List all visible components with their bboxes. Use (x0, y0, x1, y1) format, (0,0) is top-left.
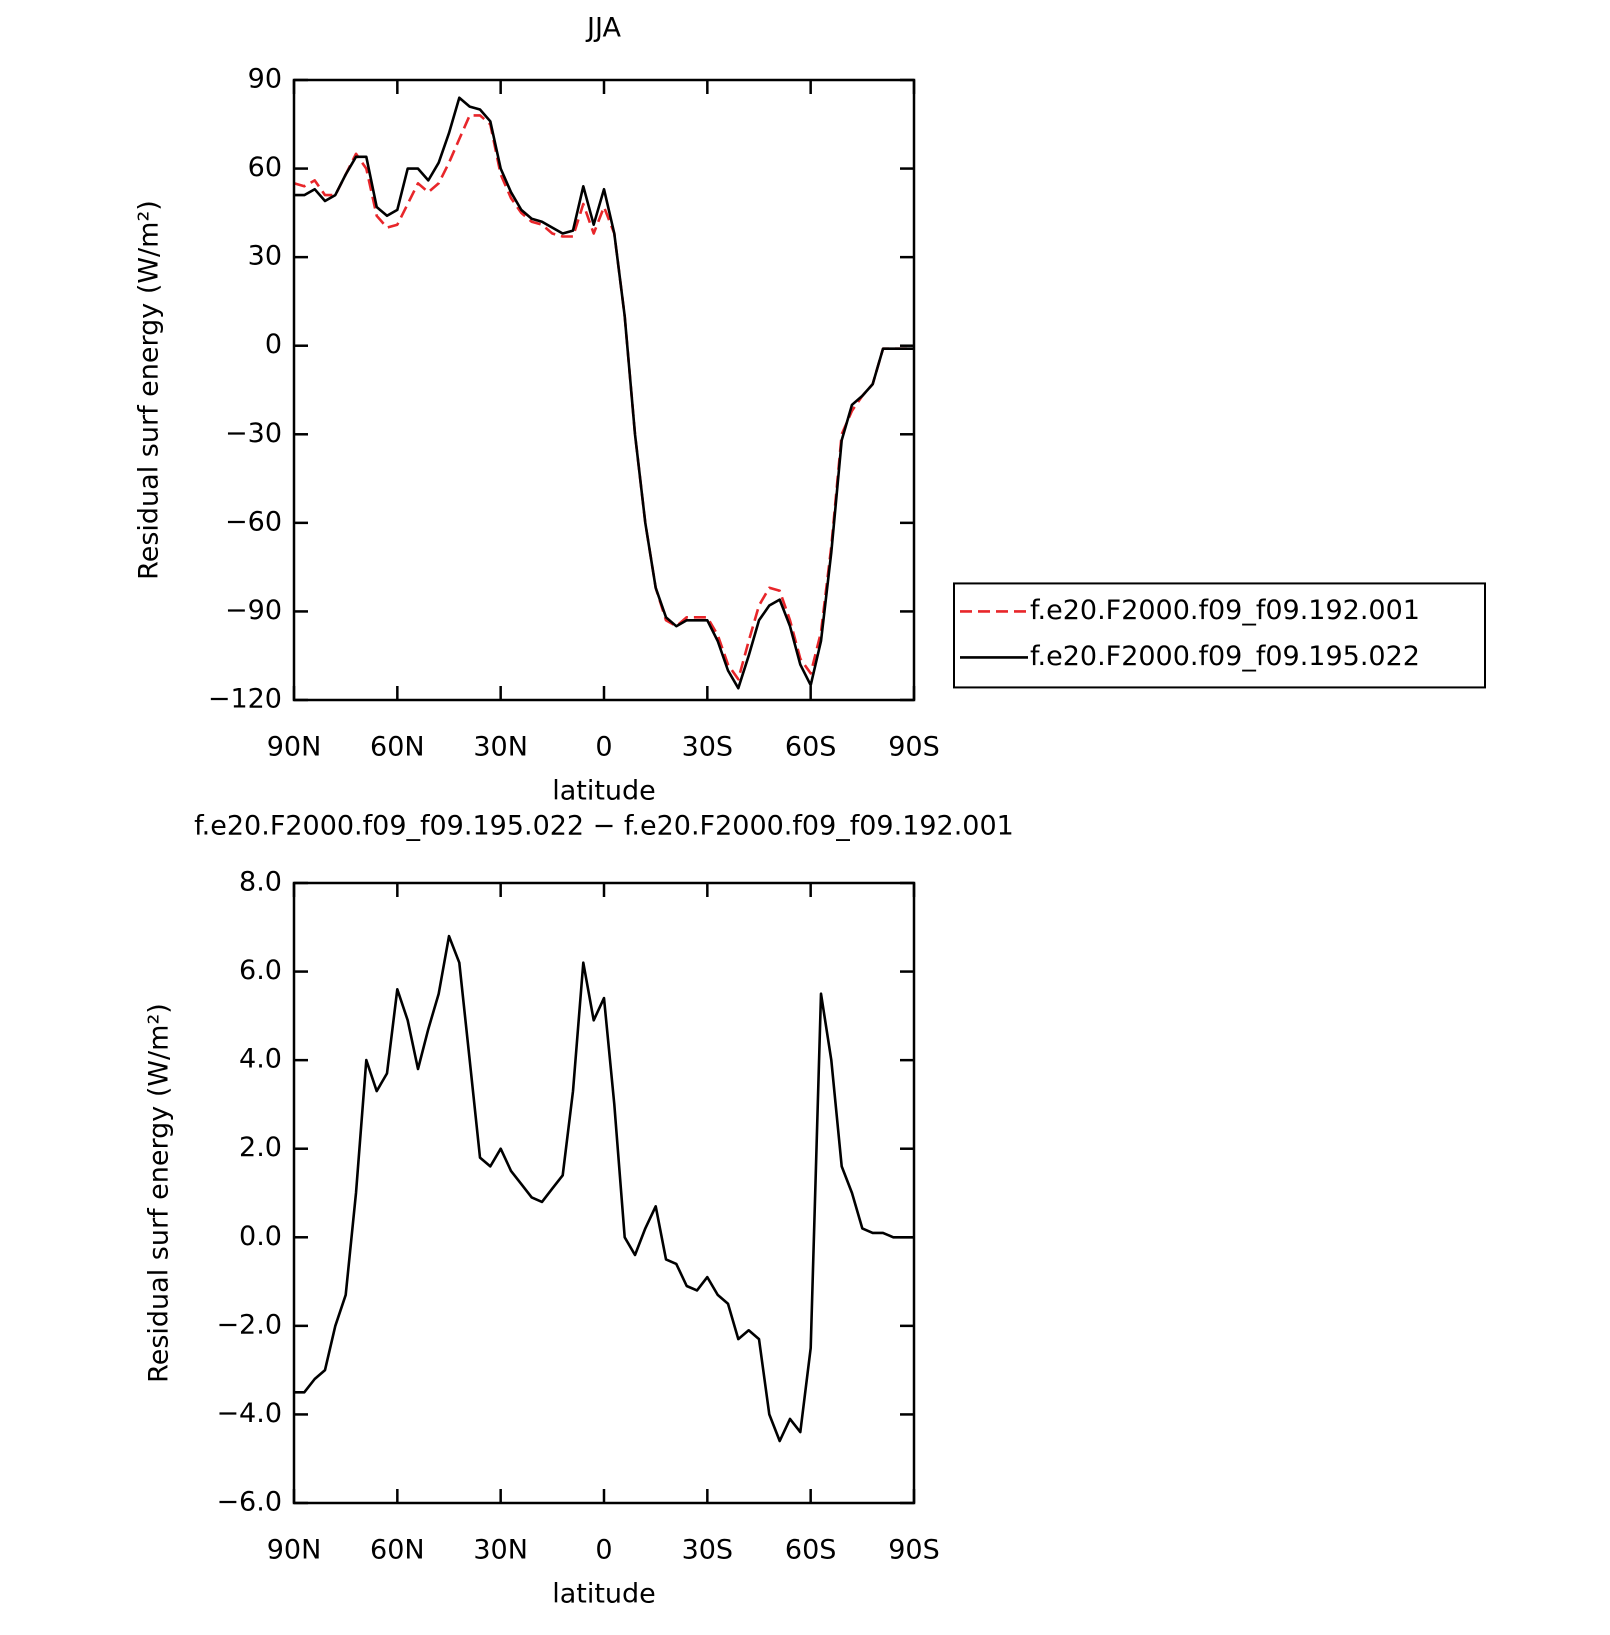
y-tick-label: 0.0 (239, 1221, 282, 1252)
chart-title: f.e20.F2000.f09_f09.195.022 − f.e20.F200… (194, 811, 1014, 842)
y-tick-label: −90 (225, 595, 282, 626)
y-tick-label: −4.0 (216, 1398, 282, 1429)
y-tick-label: 90 (248, 64, 282, 95)
y-tick-label: 0 (265, 329, 282, 360)
x-axis-label: latitude (552, 1579, 656, 1610)
x-axis-label: latitude (552, 776, 656, 807)
x-tick-label: 60N (370, 732, 425, 763)
x-tick-label: 60N (370, 1535, 425, 1566)
y-axis-label: Residual surf energy (W/m²) (144, 1003, 175, 1383)
x-tick-label: 30N (473, 1535, 528, 1566)
y-axis-label: Residual surf energy (W/m²) (134, 200, 165, 580)
y-tick-label: −30 (225, 418, 282, 449)
y-tick-label: 4.0 (239, 1044, 282, 1075)
x-tick-label: 30N (473, 732, 528, 763)
legend-label: f.e20.F2000.f09_f09.192.001 (1030, 595, 1420, 626)
legend-label: f.e20.F2000.f09_f09.195.022 (1030, 641, 1420, 672)
x-tick-label: 90S (888, 1535, 940, 1566)
x-tick-label: 90S (888, 732, 940, 763)
y-tick-label: −2.0 (216, 1309, 282, 1340)
x-tick-label: 90N (267, 732, 322, 763)
y-tick-label: −120 (208, 684, 282, 715)
y-tick-label: 6.0 (239, 955, 282, 986)
y-tick-label: 30 (248, 241, 282, 272)
chart-title: JJA (585, 13, 621, 44)
y-tick-label: −60 (225, 506, 282, 537)
y-tick-label: 8.0 (239, 867, 282, 898)
x-tick-label: 30S (682, 732, 734, 763)
x-tick-label: 30S (682, 1535, 734, 1566)
x-tick-label: 90N (267, 1535, 322, 1566)
plot-frame (292, 881, 916, 1505)
x-tick-label: 0 (595, 1535, 612, 1566)
data-line (293, 114, 914, 681)
legend-box (953, 582, 1486, 689)
y-tick-label: −6.0 (216, 1487, 282, 1518)
y-tick-label: 60 (248, 152, 282, 183)
x-tick-label: 60S (785, 1535, 837, 1566)
plot-frame (292, 78, 916, 702)
x-tick-label: 60S (785, 732, 837, 763)
y-tick-label: 2.0 (239, 1132, 282, 1163)
data-line (294, 934, 914, 1443)
x-tick-label: 0 (595, 732, 612, 763)
data-line (294, 96, 914, 690)
